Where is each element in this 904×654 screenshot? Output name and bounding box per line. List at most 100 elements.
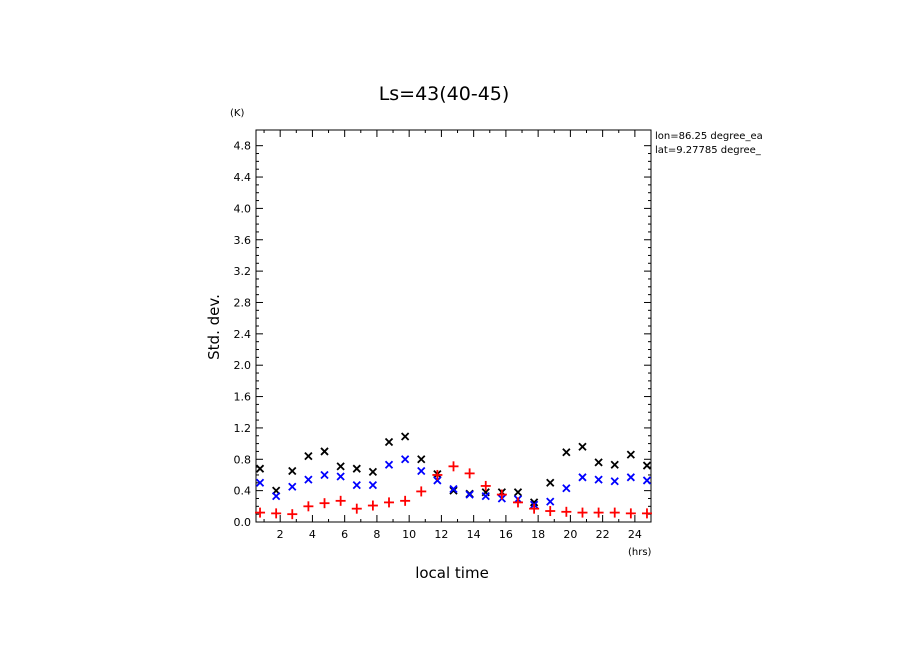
- data-point: [449, 484, 458, 494]
- data-point: [642, 476, 652, 485]
- data-point: [432, 469, 443, 480]
- y-tick-label: 4.0: [234, 202, 252, 215]
- data-point: [400, 495, 411, 506]
- data-point: [642, 461, 652, 470]
- y-tick-label: 0.8: [234, 453, 252, 466]
- data-point: [271, 508, 282, 519]
- x-tick-label: 10: [402, 528, 416, 541]
- data-point: [288, 466, 297, 476]
- y-tick-label: 0.4: [234, 485, 252, 498]
- data-point: [303, 501, 314, 512]
- data-point: [594, 475, 603, 484]
- data-point: [464, 468, 475, 479]
- data-point: [481, 491, 490, 501]
- data-point: [546, 478, 555, 487]
- data-points: [255, 432, 652, 520]
- y-axis-label: Std. dev.: [205, 294, 223, 360]
- data-point: [416, 486, 427, 497]
- data-point: [400, 455, 410, 464]
- data-point: [336, 462, 345, 471]
- data-point: [288, 482, 297, 491]
- axes: 0.0 0.4 0.8 1.2 1.6 2.0 2.4 2.8 3.2 3.6 4.0 4.4 4.8 2…: [234, 129, 652, 541]
- y-tick-label: 2.0: [234, 359, 252, 372]
- data-point: [593, 507, 604, 518]
- data-point: [304, 452, 313, 461]
- data-point: [480, 480, 491, 491]
- data-point: [351, 503, 362, 514]
- data-point: [335, 495, 346, 506]
- y-tick-label: 3.2: [234, 265, 252, 278]
- data-point: [255, 478, 265, 487]
- data-point: [577, 507, 588, 518]
- x-tick-label: 22: [596, 528, 610, 541]
- x-tick-label: 16: [499, 528, 513, 541]
- data-point: [433, 476, 442, 485]
- data-point: [319, 498, 330, 509]
- y-tick-label: 1.2: [234, 422, 252, 435]
- data-point: [512, 497, 523, 508]
- data-point: [626, 473, 635, 482]
- data-point: [626, 450, 635, 459]
- annotation-lat: lat=9.27785 degree_: [655, 145, 762, 156]
- x-tick-label: 4: [309, 528, 316, 541]
- y-tick-label: 3.6: [234, 234, 252, 247]
- data-point: [561, 506, 572, 517]
- y-tick-label: 4.8: [234, 140, 252, 153]
- data-point: [336, 472, 345, 481]
- x-tick-label: 8: [373, 528, 380, 541]
- data-point: [287, 509, 298, 520]
- data-point: [352, 464, 361, 473]
- data-point: [255, 507, 266, 518]
- data-point: [625, 508, 636, 519]
- data-point: [546, 497, 555, 506]
- data-point: [384, 460, 394, 469]
- y-tick-label: 0.0: [234, 516, 252, 529]
- y-axis-unit: (K): [230, 108, 244, 119]
- chart-title: Ls=43(40-45): [379, 83, 510, 105]
- data-point: [610, 460, 619, 469]
- data-point: [320, 447, 329, 456]
- x-tick-label: 20: [563, 528, 577, 541]
- x-axis-unit: (hrs): [628, 547, 652, 558]
- x-tick-label: 18: [531, 528, 545, 541]
- x-axis-label: local time: [415, 564, 489, 582]
- x-tick-label: 12: [434, 528, 448, 541]
- x-tick-label: 2: [277, 528, 284, 541]
- data-point: [545, 506, 556, 517]
- x-tick-label: 24: [628, 528, 642, 541]
- data-point: [352, 481, 361, 490]
- y-tick-label: 2.8: [234, 296, 252, 309]
- y-tick-label: 1.6: [234, 391, 252, 404]
- data-point: [496, 489, 507, 500]
- data-point: [562, 484, 571, 493]
- data-point: [368, 481, 378, 490]
- y-tick-label: 2.4: [234, 328, 252, 341]
- data-point: [529, 498, 539, 507]
- data-point: [384, 497, 395, 508]
- data-point: [272, 491, 281, 501]
- data-point: [578, 473, 587, 482]
- data-point: [320, 470, 329, 480]
- data-point: [255, 464, 265, 473]
- data-point: [417, 455, 426, 464]
- data-point: [641, 508, 652, 519]
- data-point: [529, 503, 540, 514]
- y-tick-label: 4.4: [234, 171, 252, 184]
- data-point: [609, 507, 620, 518]
- data-point: [562, 448, 571, 457]
- data-point: [368, 467, 378, 476]
- data-point: [384, 437, 394, 447]
- data-point: [513, 488, 523, 497]
- data-point: [449, 486, 458, 495]
- data-point: [610, 477, 619, 486]
- data-point: [578, 442, 587, 451]
- data-point: [448, 461, 459, 472]
- data-point: [304, 475, 313, 484]
- x-tick-label: 6: [341, 528, 348, 541]
- data-point: [400, 432, 410, 441]
- data-point: [367, 500, 378, 511]
- data-point: [417, 466, 426, 476]
- data-point: [594, 458, 603, 467]
- data-point: [465, 490, 474, 499]
